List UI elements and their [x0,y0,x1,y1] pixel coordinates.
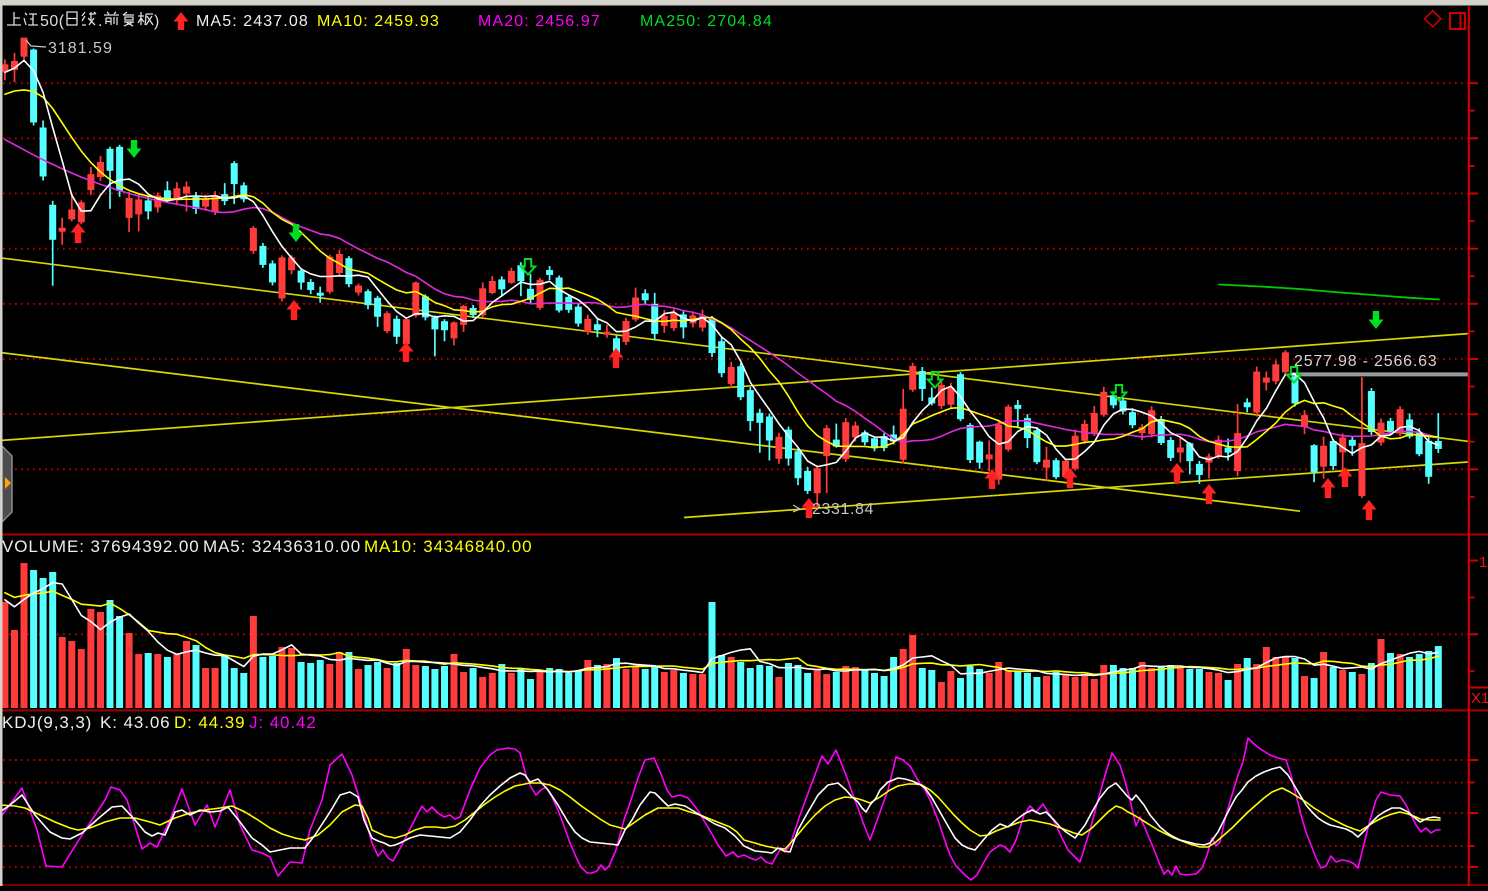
svg-text:2331.84: 2331.84 [812,501,874,518]
svg-text:MA10: 2459.93: MA10: 2459.93 [317,13,440,30]
svg-text:D: 44.39: D: 44.39 [174,713,245,732]
svg-text:): ) [154,13,159,30]
svg-text:.: . [98,13,102,30]
svg-text:2577.98 - 2566.63: 2577.98 - 2566.63 [1294,353,1438,370]
svg-text:3181.59: 3181.59 [48,40,113,57]
svg-text:KDJ(9,3,3): KDJ(9,3,3) [2,713,92,732]
svg-text:MA5: 2437.08: MA5: 2437.08 [196,13,309,30]
svg-text:VOLUME: 37694392.00: VOLUME: 37694392.00 [2,537,200,556]
svg-text:MA10: 34346840.00: MA10: 34346840.00 [364,537,532,556]
svg-text:MA250: 2704.84: MA250: 2704.84 [640,13,773,30]
svg-text:X1: X1 [1471,690,1488,707]
svg-text:MA20: 2456.97: MA20: 2456.97 [478,13,601,30]
svg-text:50(: 50( [40,13,65,30]
svg-text:K: 43.06: K: 43.06 [100,713,171,732]
svg-text:MA5: 32436310.00: MA5: 32436310.00 [203,537,361,556]
svg-text:1: 1 [1479,554,1487,571]
svg-text:J: 40.42: J: 40.42 [249,713,317,732]
